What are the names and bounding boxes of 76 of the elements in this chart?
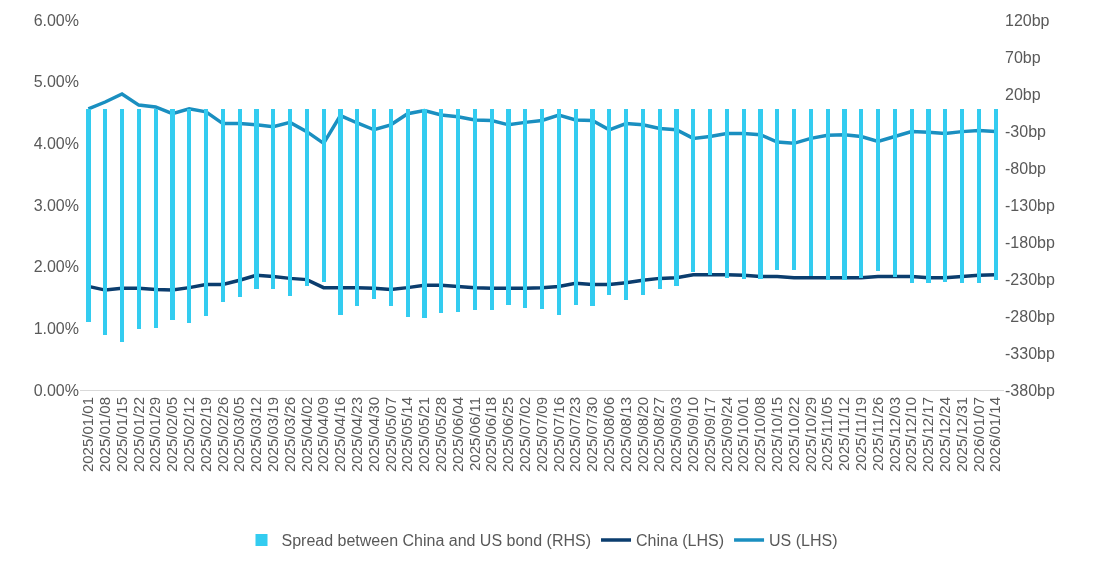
x-tick-label: 2025/04/09 <box>314 397 332 473</box>
x-tick-label: 2026/01/14 <box>986 397 1004 473</box>
legend-label: Spread between China and US bond (RHS) <box>281 532 592 550</box>
x-tick-label: 2025/12/03 <box>885 397 903 473</box>
legend-label: US (LHS) <box>769 532 838 550</box>
x-tick-label: 2025/12/17 <box>919 397 937 473</box>
x-tick-label: 2025/12/24 <box>936 397 954 473</box>
y2-tick-label: -130bp <box>1005 196 1055 214</box>
x-tick-label: 2025/06/18 <box>482 397 500 473</box>
y-tick-label: 1.00% <box>33 319 79 337</box>
y-tick-label: 0.00% <box>33 381 79 399</box>
y-tick-label: 3.00% <box>33 196 79 214</box>
x-tick-label: 2025/12/10 <box>902 397 920 473</box>
y2-tick-label: -280bp <box>1005 307 1055 325</box>
y2-tick-label: 20bp <box>1005 85 1041 103</box>
x-tick-label: 2025/01/29 <box>146 397 164 473</box>
x-tick-label: 2025/05/28 <box>432 397 450 473</box>
x-tick-label: 2025/09/03 <box>667 397 685 473</box>
x-tick-label: 2025/10/29 <box>801 397 819 473</box>
x-tick-label: 2025/01/15 <box>112 397 130 473</box>
x-tick-label: 2026/01/07 <box>969 397 987 473</box>
y2-tick-label: -230bp <box>1005 270 1055 288</box>
y-tick-label: 2.00% <box>33 258 79 276</box>
x-tick-label: 2025/12/31 <box>952 397 970 473</box>
y-tick-label: 4.00% <box>33 134 79 152</box>
x-tick-label: 2025/04/16 <box>331 397 349 473</box>
x-tick-label: 2025/05/14 <box>398 397 416 473</box>
x-tick-label: 2025/04/30 <box>364 397 382 473</box>
x-tick-label: 2025/02/19 <box>196 397 214 473</box>
x-tick-label: 2025/09/17 <box>700 397 718 473</box>
x-tick-label: 2025/03/19 <box>264 397 282 473</box>
x-tick-label: 2025/01/01 <box>79 397 97 473</box>
y2-tick-label: -380bp <box>1005 381 1055 399</box>
x-tick-label: 2025/07/09 <box>532 397 550 473</box>
x-tick-label: 2025/09/24 <box>717 397 735 473</box>
x-tick-label: 2025/08/27 <box>650 397 668 473</box>
x-tick-label: 2025/01/08 <box>96 397 114 473</box>
x-tick-label: 2025/06/04 <box>448 397 466 473</box>
x-tick-label: 2025/08/20 <box>633 397 651 473</box>
x-tick-label: 2025/07/23 <box>566 397 584 473</box>
x-tick-label: 2025/07/30 <box>583 397 601 473</box>
x-tick-label: 2025/03/26 <box>280 397 298 473</box>
x-tick-label: 2025/06/25 <box>499 397 517 473</box>
x-tick-label: 2025/05/07 <box>381 397 399 473</box>
x-tick-label: 2025/02/12 <box>180 397 198 473</box>
y2-tick-label: -30bp <box>1005 122 1047 140</box>
x-tick-label: 2025/04/23 <box>348 397 366 473</box>
x-tick-label: 2025/04/02 <box>297 397 315 473</box>
x-tick-label: 2025/03/05 <box>230 397 248 473</box>
y2-tick-label: -80bp <box>1005 159 1047 177</box>
x-tick-label: 2025/10/15 <box>768 397 786 473</box>
x-tick-label: 2025/08/06 <box>600 397 618 473</box>
x-tick-label: 2025/10/22 <box>784 397 802 473</box>
x-tick-label: 2025/11/05 <box>818 397 836 471</box>
legend-label: China (LHS) <box>636 532 725 550</box>
y-tick-label: 6.00% <box>33 11 79 29</box>
x-tick-label: 2025/10/01 <box>734 397 752 473</box>
x-tick-label: 2025/09/10 <box>684 397 702 473</box>
y2-tick-label: -180bp <box>1005 233 1055 251</box>
y-tick-label: 5.00% <box>33 73 79 91</box>
x-tick-label: 2025/05/21 <box>415 397 433 473</box>
x-tick-label: 2025/01/22 <box>129 397 147 473</box>
x-tick-label: 2025/03/12 <box>247 397 265 473</box>
x-tick-label: 2025/08/13 <box>616 397 634 473</box>
x-tick-label: 2025/11/26 <box>868 397 886 471</box>
x-tick-label: 2025/02/05 <box>163 397 181 473</box>
y2-tick-label: 120bp <box>1005 11 1050 29</box>
x-tick-label: 2025/02/26 <box>213 397 231 473</box>
x-tick-label: 2025/07/02 <box>516 397 534 473</box>
x-tick-label: 2025/06/11 <box>465 397 483 471</box>
x-tick-label: 2025/07/16 <box>549 397 567 473</box>
x-tick-label: 2025/11/19 <box>852 397 870 471</box>
y2-tick-label: -330bp <box>1005 344 1055 362</box>
y2-tick-label: 70bp <box>1005 48 1041 66</box>
x-tick-label: 2025/11/12 <box>835 397 853 471</box>
x-tick-label: 2025/10/08 <box>751 397 769 473</box>
